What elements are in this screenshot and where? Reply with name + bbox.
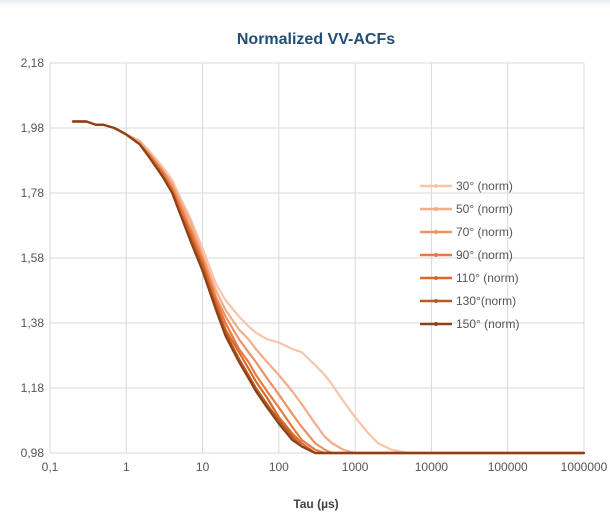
legend-marker (434, 184, 438, 188)
chart-title: Normalized VV-ACFs (237, 31, 395, 48)
legend-marker (434, 276, 438, 280)
y-tick-label: 1,18 (21, 381, 45, 395)
legend-label: 50° (norm) (456, 202, 513, 216)
series-line (71, 120, 586, 455)
x-tick-label: 10000 (415, 460, 449, 474)
legend-marker (434, 299, 438, 303)
series-lines (71, 120, 586, 455)
legend-marker (434, 230, 438, 234)
legend-label: 150° (norm) (456, 317, 520, 331)
x-tick-label: 100000 (488, 460, 528, 474)
legend-label: 130°(norm) (456, 294, 516, 308)
y-tick-labels: 0,98 1,18 1,38 1,58 1,78 1,98 2,18 (21, 56, 45, 460)
legend-marker (434, 253, 438, 257)
y-tick-label: 2,18 (21, 56, 45, 70)
y-tick-label: 0,98 (21, 446, 45, 460)
x-tick-label: 10 (196, 460, 210, 474)
legend-marker (434, 322, 438, 326)
x-tick-label: 1000000 (561, 460, 608, 474)
x-axis-title: Tau (µs) (293, 497, 338, 511)
x-tick-label: 1000 (342, 460, 369, 474)
legend: 30° (norm) 50° (norm) 70° (norm) 90° (norm)… (420, 179, 520, 331)
legend-label: 110° (norm) (456, 271, 519, 285)
y-tick-label: 1,38 (21, 316, 45, 330)
y-tick-label: 1,98 (21, 121, 45, 135)
x-tick-label: 100 (269, 460, 289, 474)
legend-marker (434, 207, 438, 211)
legend-label: 70° (norm) (456, 225, 513, 239)
legend-label: 30° (norm) (456, 179, 513, 193)
y-tick-label: 1,58 (21, 251, 45, 265)
grid (49, 62, 585, 454)
x-tick-label: 1 (123, 460, 130, 474)
x-tick-label: 0,1 (42, 460, 59, 474)
x-tick-labels: 0,1 1 10 100 1000 10000 100000 1000000 (42, 460, 608, 474)
legend-label: 90° (norm) (456, 248, 513, 262)
y-tick-label: 1,78 (21, 186, 45, 200)
